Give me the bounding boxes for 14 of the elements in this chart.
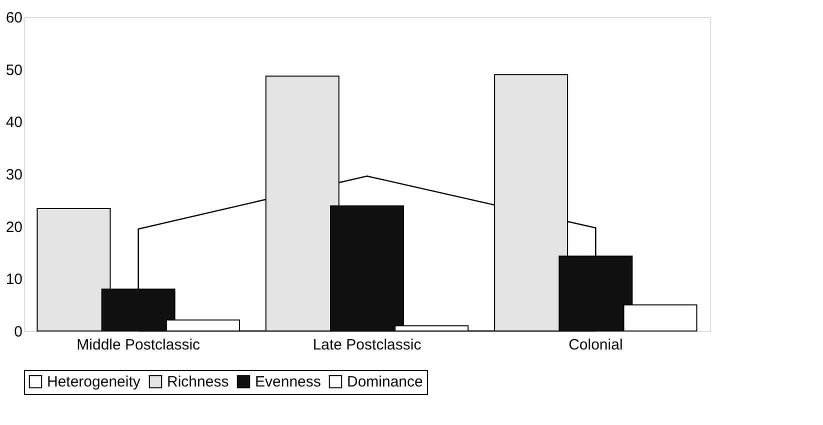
y-tick-label: 20 [6,218,22,236]
y-tick-label: 40 [6,114,22,132]
y-tick-label: 30 [6,166,22,184]
x-tick-label: Late Postclassic [312,336,422,354]
y-tick-label: 10 [6,271,22,288]
legend-label: Dominance [347,374,423,391]
legend-label: Heterogeneity [47,374,141,391]
x-tick-label: Middle Postclassic [76,336,201,354]
y-tick-label: 0 [14,324,22,340]
y-tick-label: 60 [6,10,22,26]
legend-label: Richness [167,374,229,391]
x-tick-label: Colonial [568,336,623,354]
legend-label: Evenness [255,374,321,391]
y-tick-label: 50 [6,62,22,79]
